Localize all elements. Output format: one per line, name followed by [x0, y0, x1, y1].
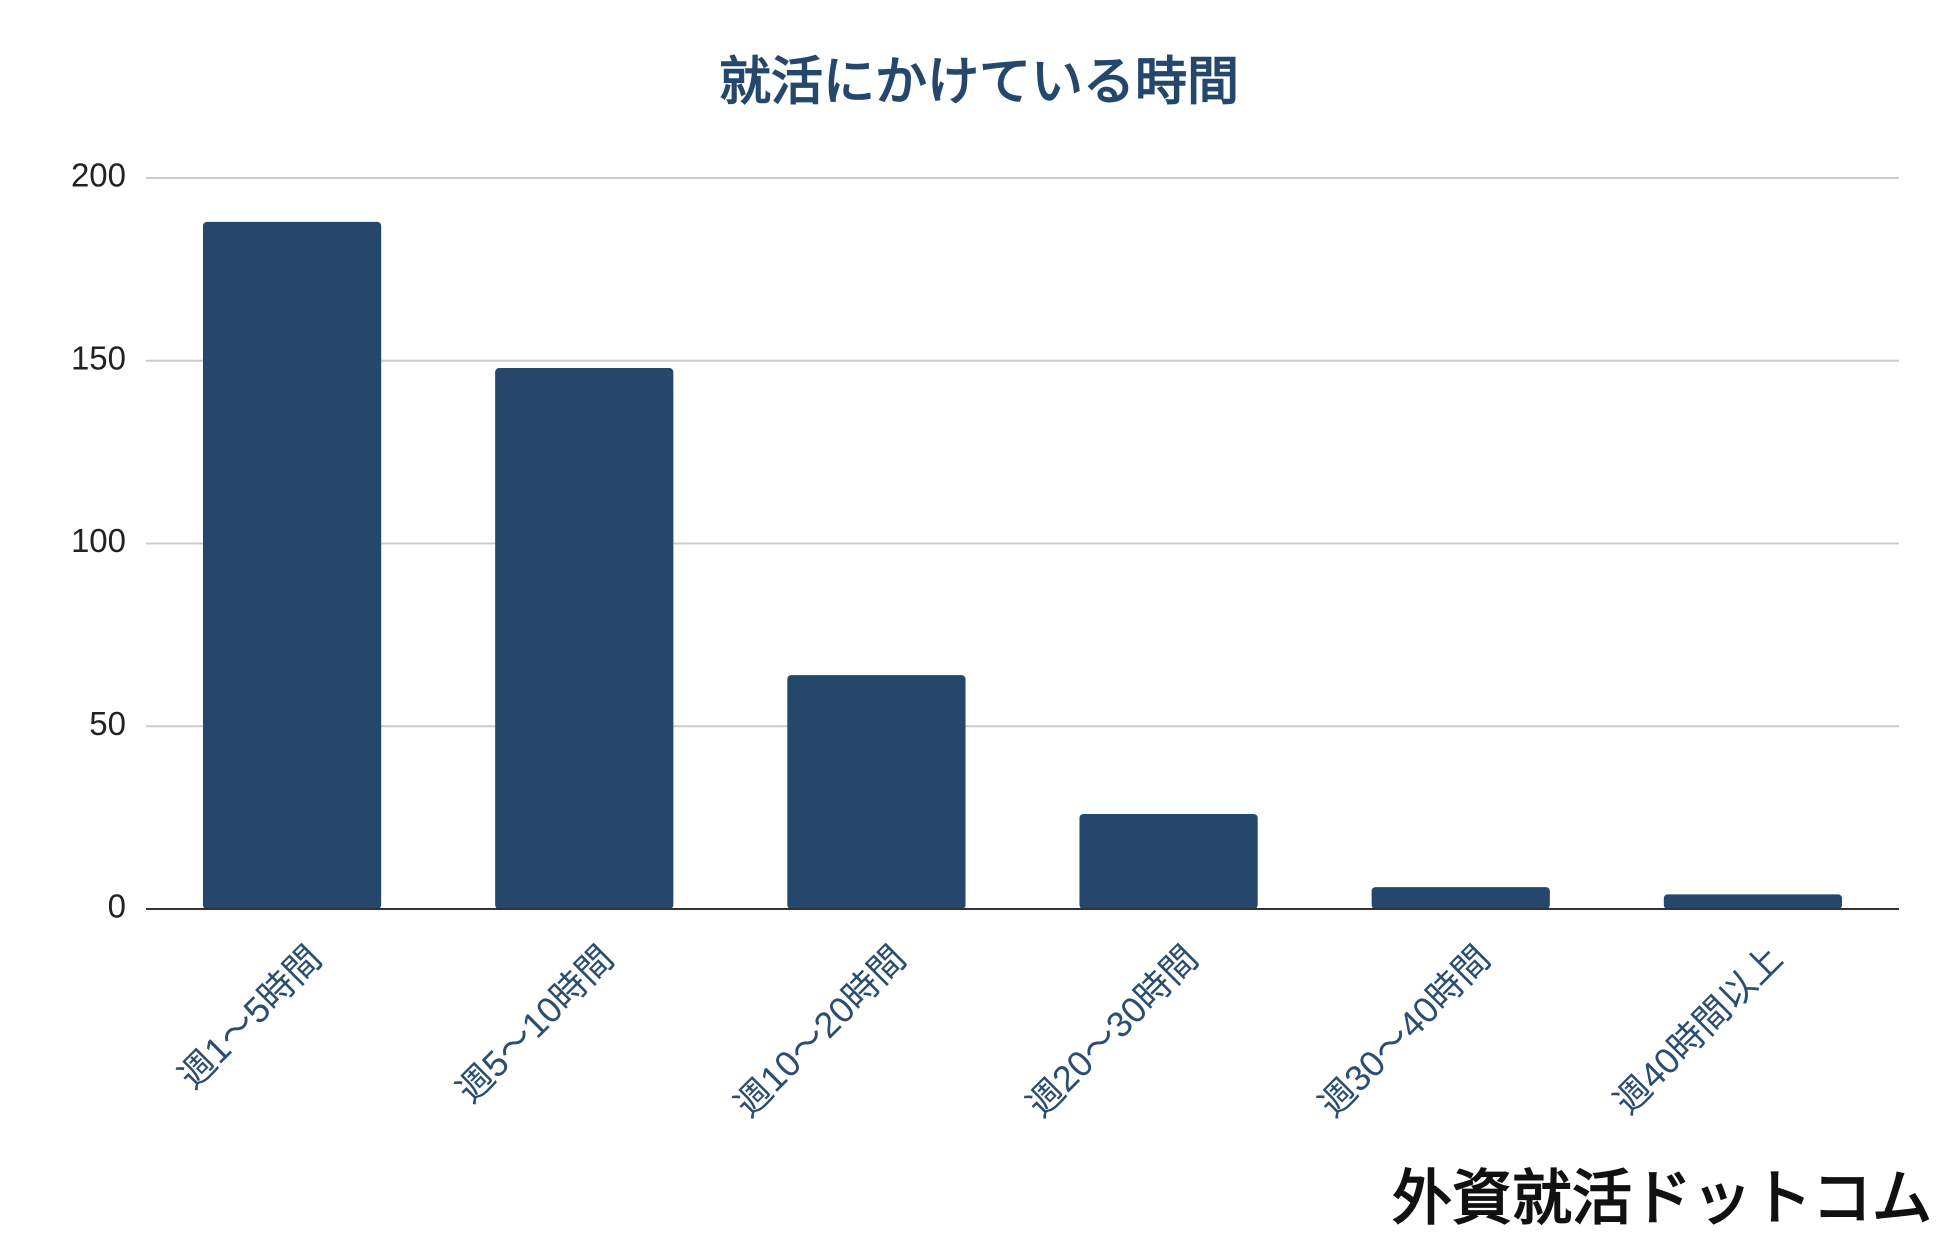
x-tick-label: 週10〜20時間	[726, 937, 913, 1124]
y-tick-label: 50	[89, 705, 126, 742]
x-tick-label: 週30〜40時間	[1311, 937, 1498, 1124]
bar	[1079, 813, 1258, 909]
y-tick-label: 0	[108, 888, 126, 925]
chart-title: 就活にかけている時間	[719, 54, 1239, 112]
x-tick-label: 週5〜10時間	[448, 937, 621, 1110]
y-tick-label: 100	[71, 522, 126, 559]
x-tick-label: 週20〜30時間	[1019, 937, 1206, 1124]
y-tick-label: 200	[71, 157, 126, 194]
watermark: 外資就活ドットコム	[1392, 1166, 1932, 1232]
x-tick-label: 週40時間以上	[1606, 937, 1791, 1122]
bar	[1371, 887, 1550, 909]
bar	[787, 675, 966, 909]
bar	[495, 368, 674, 909]
bar	[202, 221, 382, 910]
x-tick-label: 週1〜5時間	[170, 937, 329, 1096]
bar	[1663, 894, 1843, 909]
y-tick-label: 150	[71, 339, 126, 376]
